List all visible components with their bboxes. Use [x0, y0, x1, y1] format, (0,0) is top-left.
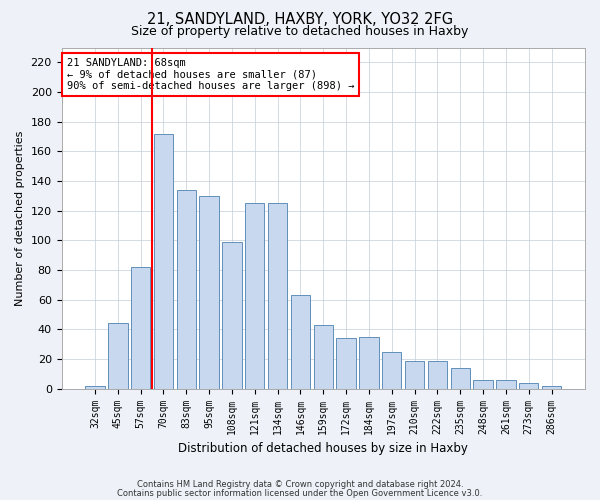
Bar: [496, 380, 515, 388]
Text: Contains HM Land Registry data © Crown copyright and database right 2024.: Contains HM Land Registry data © Crown c…: [137, 480, 463, 489]
Bar: [451, 368, 470, 388]
Bar: [314, 325, 333, 388]
Bar: [245, 204, 265, 388]
Bar: [359, 337, 379, 388]
Bar: [154, 134, 173, 388]
Bar: [268, 204, 287, 388]
Bar: [176, 190, 196, 388]
Bar: [473, 380, 493, 388]
Bar: [85, 386, 105, 388]
Bar: [519, 383, 538, 388]
Text: Contains public sector information licensed under the Open Government Licence v3: Contains public sector information licen…: [118, 489, 482, 498]
Bar: [337, 338, 356, 388]
Bar: [405, 360, 424, 388]
Bar: [108, 324, 128, 388]
Text: Size of property relative to detached houses in Haxby: Size of property relative to detached ho…: [131, 25, 469, 38]
Text: 21 SANDYLAND: 68sqm
← 9% of detached houses are smaller (87)
90% of semi-detache: 21 SANDYLAND: 68sqm ← 9% of detached hou…: [67, 58, 354, 91]
Bar: [131, 267, 151, 388]
Bar: [222, 242, 242, 388]
Bar: [291, 295, 310, 388]
Text: 21, SANDYLAND, HAXBY, YORK, YO32 2FG: 21, SANDYLAND, HAXBY, YORK, YO32 2FG: [147, 12, 453, 28]
Bar: [382, 352, 401, 389]
X-axis label: Distribution of detached houses by size in Haxby: Distribution of detached houses by size …: [178, 442, 468, 455]
Bar: [199, 196, 219, 388]
Y-axis label: Number of detached properties: Number of detached properties: [15, 130, 25, 306]
Bar: [428, 360, 447, 388]
Bar: [542, 386, 561, 388]
